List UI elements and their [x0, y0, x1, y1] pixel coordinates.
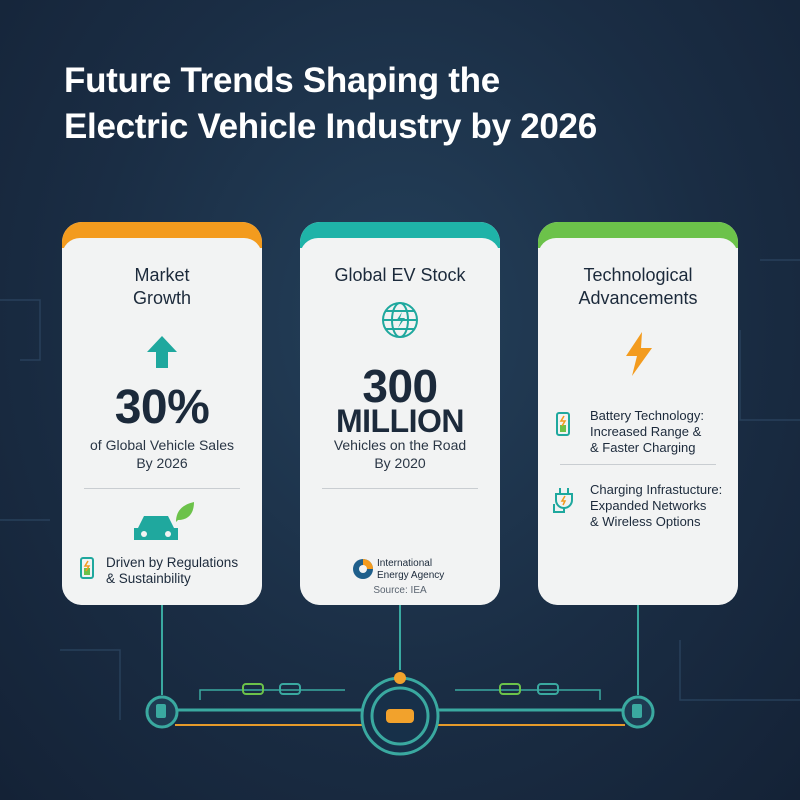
stat-caption: Vehicles on the Road — [333, 437, 467, 453]
title-line: Future Trends Shaping the — [64, 61, 500, 100]
stat: 300 — [362, 360, 438, 412]
globe-icon — [382, 302, 418, 338]
footnote-line: Driven by Regulations — [106, 555, 239, 570]
card-heading: Technological Advancements — [538, 264, 738, 310]
title-line: Electric Vehicle Industry by 2026 — [64, 107, 597, 146]
item-line: Expanded Networks — [590, 498, 707, 513]
arrow-icon — [147, 336, 177, 368]
card: Global EV Stock 300 MILLION Vehicles on … — [300, 222, 500, 605]
card-heading-line: Advancements — [578, 288, 698, 308]
item-line: Battery Technology: — [590, 408, 704, 423]
stat: MILLION — [335, 403, 465, 439]
card-body: Market Growth 30% of Global Vehicle Sale… — [62, 238, 262, 605]
source-org-line: International — [377, 558, 433, 569]
source-org-line: Energy Agency — [377, 570, 445, 581]
card: Technological Advancements Battery Techn… — [538, 222, 738, 605]
card-heading-line: Technological — [583, 265, 693, 285]
footnote: Driven by Regulations & Sustainbility — [106, 555, 238, 587]
stat: 30% — [114, 381, 210, 434]
stat-note: By 2020 — [374, 455, 426, 471]
item-line: & Faster Charging — [590, 440, 696, 455]
battery-icon — [80, 557, 94, 579]
card: Market Growth 30% of Global Vehicle Sale… — [62, 222, 262, 605]
divider — [560, 464, 716, 465]
battery-icon — [556, 412, 570, 436]
connectors — [145, 605, 655, 756]
item-line: Increased Range & — [590, 424, 702, 439]
item: Charging Infrastucture: Expanded Network… — [590, 482, 722, 530]
card-heading: Market Growth — [132, 265, 192, 308]
stat-note: By 2026 — [136, 455, 188, 471]
source-org: International Energy Agency — [377, 558, 444, 582]
card-heading: Global EV Stock — [334, 265, 466, 285]
card-body: Global EV Stock 300 MILLION Vehicles on … — [300, 238, 500, 605]
iea-logo — [353, 559, 373, 579]
divider — [84, 488, 240, 489]
bolt-icon — [626, 332, 652, 376]
source: Source: IEA — [373, 585, 427, 596]
item: Battery Technology: Increased Range & & … — [590, 408, 704, 456]
divider — [322, 488, 478, 489]
item-line: Charging Infrastucture: — [590, 482, 723, 497]
plug-icon — [553, 488, 573, 513]
stat-caption: of Global Vehicle Sales — [90, 437, 234, 453]
car-icon — [134, 502, 194, 540]
item-line: & Wireless Options — [590, 514, 701, 529]
card-body: Technological Advancements Battery Techn… — [538, 238, 738, 605]
footnote-line: & Sustainbility — [106, 571, 191, 586]
title: Future Trends Shaping the Electric Vehic… — [64, 58, 597, 150]
